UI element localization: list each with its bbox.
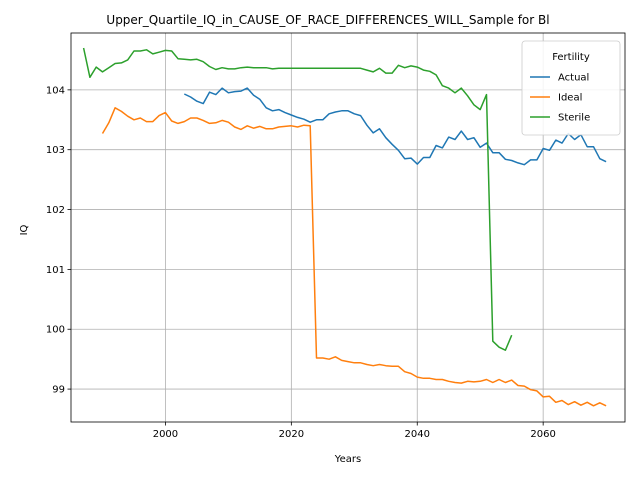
x-tick-label: 2020 <box>279 429 304 440</box>
legend-label-ideal: Ideal <box>558 93 582 104</box>
x-axis-label: Years <box>334 454 361 465</box>
x-tick-label: 2000 <box>153 429 178 440</box>
legend-label-sterile: Sterile <box>558 113 590 124</box>
x-axis-ticks: 2000 2020 2040 2060 <box>153 422 556 440</box>
legend-title: Fertility <box>552 52 590 63</box>
y-axis-label: IQ <box>19 224 30 235</box>
plot-frame <box>70 32 626 423</box>
x-tick-label: 2060 <box>530 429 555 440</box>
series-line-sterile <box>82 47 513 351</box>
y-tick-label: 101 <box>46 265 65 276</box>
y-axis-ticks: 99 100 101 102 103 104 <box>46 85 71 396</box>
series-line-actual <box>183 87 607 166</box>
chart-title: Upper_Quartile_IQ_in_CAUSE_OF_RACE_DIFFE… <box>106 13 549 27</box>
y-tick-label: 104 <box>46 85 65 96</box>
y-tick-label: 102 <box>46 205 65 216</box>
series-line-ideal <box>101 107 607 407</box>
legend-box <box>521 40 621 136</box>
legend: Fertility Actual Ideal Sterile <box>521 40 621 136</box>
y-tick-label: 100 <box>46 325 65 336</box>
series-lines <box>82 47 607 407</box>
legend-entries: Actual Ideal Sterile <box>530 73 590 124</box>
y-tick-label: 103 <box>46 145 65 156</box>
legend-label-actual: Actual <box>558 73 589 84</box>
y-tick-label: 99 <box>52 385 65 396</box>
x-tick-label: 2040 <box>405 429 430 440</box>
